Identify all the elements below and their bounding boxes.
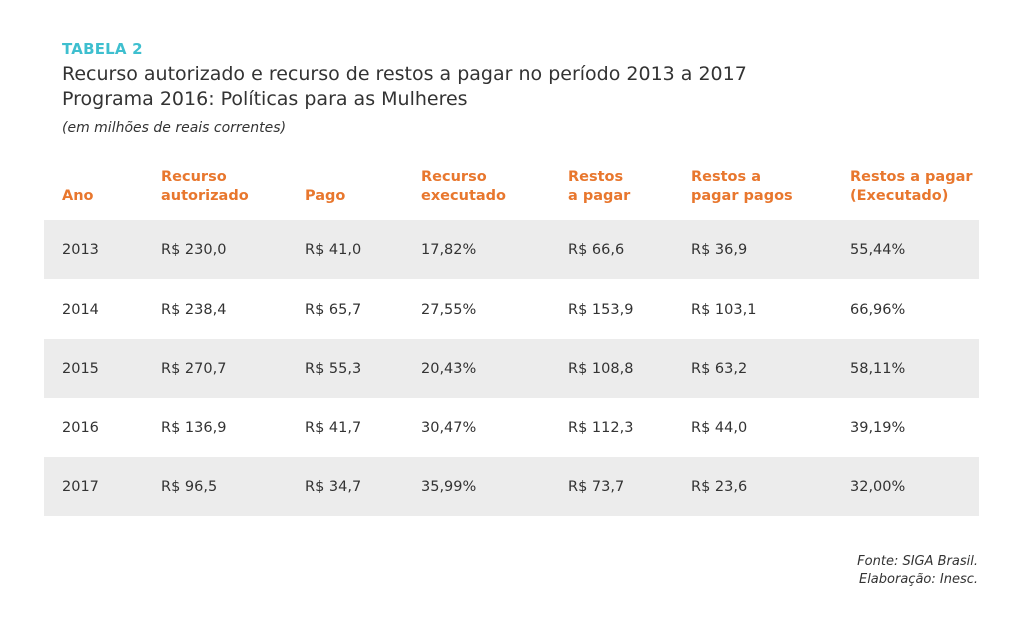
table-title: Recurso autorizado e recurso de restos a… (62, 63, 747, 85)
column-header: Recurso executado (421, 166, 506, 206)
column-header-line: Pago (305, 188, 346, 204)
table-cell: 2015 (62, 360, 99, 377)
column-header-line: a pagar (568, 188, 631, 204)
table-subtitle: Programa 2016: Políticas para as Mulhere… (62, 88, 468, 110)
table-cell: 2017 (62, 478, 99, 495)
table-cell: 30,47% (421, 419, 477, 436)
table-cell: 35,99% (421, 478, 477, 495)
column-header-line: Restos a pagar (850, 169, 973, 185)
unit-note: (em milhões de reais correntes) (62, 120, 287, 136)
table-cell: R$ 108,8 (568, 360, 634, 377)
table-cell: R$ 41,7 (305, 419, 362, 436)
table-cell: R$ 63,2 (691, 360, 748, 377)
table-row: 2014 R$ 238,4 R$ 65,7 27,55% R$ 153,9 R$ 103,… (44, 280, 979, 339)
column-header-line: autorizado (161, 188, 249, 204)
column-header: Recurso autorizado (161, 166, 249, 206)
table-cell: 32,00% (850, 478, 906, 495)
column-header: Restos a pagar pagos (691, 166, 793, 206)
table-row: 2016 R$ 136,9 R$ 41,7 30,47% R$ 112,3 R$ 44,0… (44, 398, 979, 457)
table-cell: R$ 270,7 (161, 360, 227, 377)
table-cell: R$ 153,9 (568, 301, 634, 318)
table-cell: 55,44% (850, 241, 906, 258)
table-row: 2015 R$ 270,7 R$ 55,3 20,43% R$ 108,8 R$ 63,2… (44, 339, 979, 398)
column-header-line: executado (421, 188, 506, 204)
table-cell: 17,82% (421, 241, 477, 258)
source-text: Fonte: SIGA Brasil. (857, 554, 978, 569)
column-header-line: Ano (62, 188, 94, 204)
table-row: 2013 R$ 230,0 R$ 41,0 17,82% R$ 66,6 R$ 36,9 5… (44, 220, 979, 279)
table-cell: 2013 (62, 241, 99, 258)
table-cell: 20,43% (421, 360, 477, 377)
table-cell: R$ 55,3 (305, 360, 362, 377)
table-cell: R$ 238,4 (161, 301, 227, 318)
table-label: TABELA 2 (62, 40, 143, 58)
table-row: 2017 R$ 96,5 R$ 34,7 35,99% R$ 73,7 R$ 23,6 32… (44, 457, 979, 516)
table-cell: R$ 23,6 (691, 478, 748, 495)
column-header: Restos a pagar (568, 166, 630, 206)
table-cell: 39,19% (850, 419, 906, 436)
table-cell: 2014 (62, 301, 99, 318)
table-cell: R$ 112,3 (568, 419, 634, 436)
column-header-line: (Executado) (850, 188, 949, 204)
column-header-line: Restos (568, 169, 624, 185)
column-header-line: Recurso (421, 169, 487, 185)
table-cell: 2016 (62, 419, 99, 436)
column-header: Pago (305, 166, 345, 206)
table-cell: R$ 44,0 (691, 419, 748, 436)
table-cell: 27,55% (421, 301, 477, 318)
table-cell: R$ 136,9 (161, 419, 227, 436)
table-cell: R$ 96,5 (161, 478, 218, 495)
column-header-line: Recurso (161, 169, 227, 185)
table-cell: R$ 41,0 (305, 241, 362, 258)
column-header: Ano (62, 166, 94, 206)
source-note: Fonte: SIGA Brasil. Elaboração: Inesc. (857, 553, 978, 589)
table-cell: R$ 103,1 (691, 301, 757, 318)
table-cell: R$ 73,7 (568, 478, 625, 495)
table-cell: R$ 230,0 (161, 241, 227, 258)
table-cell: 58,11% (850, 360, 906, 377)
table-cell: R$ 65,7 (305, 301, 362, 318)
table-cell: R$ 34,7 (305, 478, 362, 495)
column-header-line: Restos a (691, 169, 761, 185)
column-header: Restos a pagar (Executado) (850, 166, 973, 206)
table-cell: R$ 36,9 (691, 241, 748, 258)
table-cell: 66,96% (850, 301, 906, 318)
table-cell: R$ 66,6 (568, 241, 625, 258)
column-header-line: pagar pagos (691, 188, 793, 204)
credit-text: Elaboração: Inesc. (858, 572, 978, 587)
